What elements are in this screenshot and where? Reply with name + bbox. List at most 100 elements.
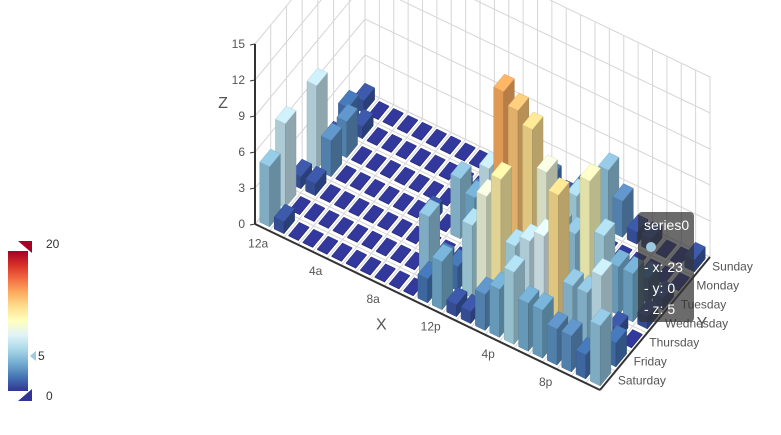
bar-top-face bbox=[548, 177, 570, 196]
bar-3a-Friday[interactable] bbox=[318, 209, 340, 230]
bar-4a-Saturday[interactable] bbox=[316, 235, 339, 256]
bar-7a-Saturday[interactable] bbox=[360, 256, 382, 276]
bar-5a-Sunday[interactable] bbox=[425, 128, 447, 149]
bar-7a-Friday[interactable] bbox=[375, 237, 397, 257]
bar-5a-Friday[interactable] bbox=[347, 223, 369, 244]
y-axis-title: Y bbox=[697, 315, 708, 332]
bar-top-face bbox=[302, 228, 324, 248]
bar-12p-Saturday[interactable] bbox=[431, 243, 454, 311]
bar-top-face bbox=[418, 198, 441, 218]
bar-front-face bbox=[462, 220, 473, 299]
bar-top-face bbox=[590, 307, 612, 327]
bar-1a-Saturday[interactable] bbox=[273, 203, 295, 235]
bar-9a-Saturday[interactable] bbox=[388, 270, 410, 290]
bar-3a-Monday[interactable] bbox=[381, 133, 403, 154]
bar-6a-Sunday[interactable] bbox=[440, 135, 462, 155]
x-tick-label: 4p bbox=[482, 347, 496, 361]
bar-top-face bbox=[562, 268, 584, 287]
bar-11p-Saturday[interactable] bbox=[590, 307, 612, 387]
bar-front-face bbox=[547, 324, 558, 366]
x-tick-label: 12a bbox=[248, 236, 268, 250]
chart-tooltip: series0 - x: 23 - y: 0 - z: 5 bbox=[638, 212, 694, 322]
bar-front-face bbox=[475, 289, 486, 331]
z-tick-mark bbox=[249, 115, 256, 118]
bar-5a-Wednesday[interactable] bbox=[378, 185, 400, 206]
bar-6a-Monday[interactable] bbox=[424, 154, 446, 174]
bar-3a-Sunday[interactable] bbox=[396, 114, 419, 135]
bar-1a-Wednesday[interactable] bbox=[320, 122, 343, 178]
bar-2a-Wednesday[interactable] bbox=[335, 164, 357, 185]
bar-6a-Tuesday[interactable] bbox=[408, 173, 430, 193]
x-tick-label: 8p bbox=[539, 375, 553, 389]
bar-2a-Saturday[interactable] bbox=[288, 221, 310, 242]
y-tick-label: Sunday bbox=[712, 260, 753, 274]
y-tick-label: Saturday bbox=[618, 374, 666, 388]
bar-front-face bbox=[450, 173, 461, 240]
bar-top-face bbox=[532, 292, 554, 311]
bar-2a-Friday[interactable] bbox=[303, 202, 326, 223]
bar-5a-Monday[interactable] bbox=[409, 147, 432, 168]
bar-top-face bbox=[579, 163, 601, 182]
bar-top-face bbox=[368, 100, 390, 120]
tooltip-color-dot bbox=[646, 242, 656, 252]
bar-4a-Monday[interactable] bbox=[395, 140, 417, 161]
bar-top-face bbox=[338, 89, 360, 109]
bar-4a-Wednesday[interactable] bbox=[364, 178, 386, 199]
bar-6a-Thursday[interactable] bbox=[377, 211, 399, 231]
bar-2a-Tuesday[interactable] bbox=[351, 145, 373, 166]
bar-4a-Friday[interactable] bbox=[332, 216, 354, 237]
bar-top-face bbox=[450, 160, 472, 180]
bar-8a-Saturday[interactable] bbox=[374, 263, 396, 283]
bar-top-face bbox=[440, 135, 462, 154]
bar-7a-Sunday[interactable] bbox=[454, 142, 476, 162]
bar-5a-Tuesday[interactable] bbox=[394, 166, 416, 187]
bar-12a-Saturday[interactable] bbox=[259, 148, 281, 228]
bar-3a-Tuesday[interactable] bbox=[365, 152, 387, 173]
bar-1p-Saturday[interactable] bbox=[446, 286, 468, 318]
bar-top-face bbox=[490, 161, 512, 180]
bar-top-face bbox=[396, 114, 419, 134]
bar-top-face bbox=[379, 159, 401, 179]
visual-map-max-label: 20 bbox=[46, 237, 60, 251]
bar-3a-Saturday[interactable] bbox=[302, 228, 324, 249]
bar-top-face bbox=[259, 148, 281, 168]
bar-2a-Sunday[interactable] bbox=[382, 107, 404, 128]
bar-top-face bbox=[388, 270, 410, 289]
bar-top-face bbox=[288, 221, 310, 241]
bar-2a-Monday[interactable] bbox=[366, 126, 388, 147]
bar-front-face bbox=[306, 80, 317, 171]
bar-top-face bbox=[335, 164, 357, 184]
bar-6p-Sunday[interactable] bbox=[612, 183, 634, 238]
bar-7a-Thursday[interactable] bbox=[391, 218, 413, 238]
bar-front-face bbox=[489, 284, 500, 338]
bar-6a-Wednesday[interactable] bbox=[392, 192, 415, 212]
z-axis-title: Z bbox=[218, 95, 228, 112]
bar-top-face bbox=[366, 126, 388, 146]
bar-4a-Sunday[interactable] bbox=[411, 121, 433, 142]
x-tick-label: 4a bbox=[309, 264, 323, 278]
bar-8a-Friday[interactable] bbox=[390, 244, 412, 264]
bar-top-face bbox=[361, 230, 383, 249]
x-floor-gridline bbox=[283, 104, 395, 239]
bar-2a-Thursday[interactable] bbox=[319, 183, 341, 204]
bar-6a-Friday[interactable] bbox=[361, 230, 383, 251]
bar-4a-Thursday[interactable] bbox=[348, 197, 370, 218]
bar-top-face bbox=[608, 249, 630, 268]
bar-top-face bbox=[454, 142, 476, 161]
bar-3a-Wednesday[interactable] bbox=[349, 171, 371, 192]
bar-1a-Sunday[interactable] bbox=[368, 100, 390, 121]
z-tick-mark bbox=[249, 187, 256, 190]
bar-front-face bbox=[518, 298, 529, 352]
bar-4a-Tuesday[interactable] bbox=[379, 159, 401, 180]
bar-top-face bbox=[318, 209, 340, 229]
bar-5a-Thursday[interactable] bbox=[362, 204, 384, 225]
x-axis-line bbox=[254, 223, 601, 391]
bar-1a-Thursday[interactable] bbox=[305, 165, 327, 197]
visual-map-bar bbox=[8, 251, 28, 391]
bar-top-face bbox=[331, 242, 353, 261]
bar-6a-Saturday[interactable] bbox=[345, 249, 367, 269]
bar-top-face bbox=[507, 92, 530, 111]
bar-3a-Thursday[interactable] bbox=[334, 190, 356, 211]
bar-5a-Saturday[interactable] bbox=[331, 242, 353, 263]
